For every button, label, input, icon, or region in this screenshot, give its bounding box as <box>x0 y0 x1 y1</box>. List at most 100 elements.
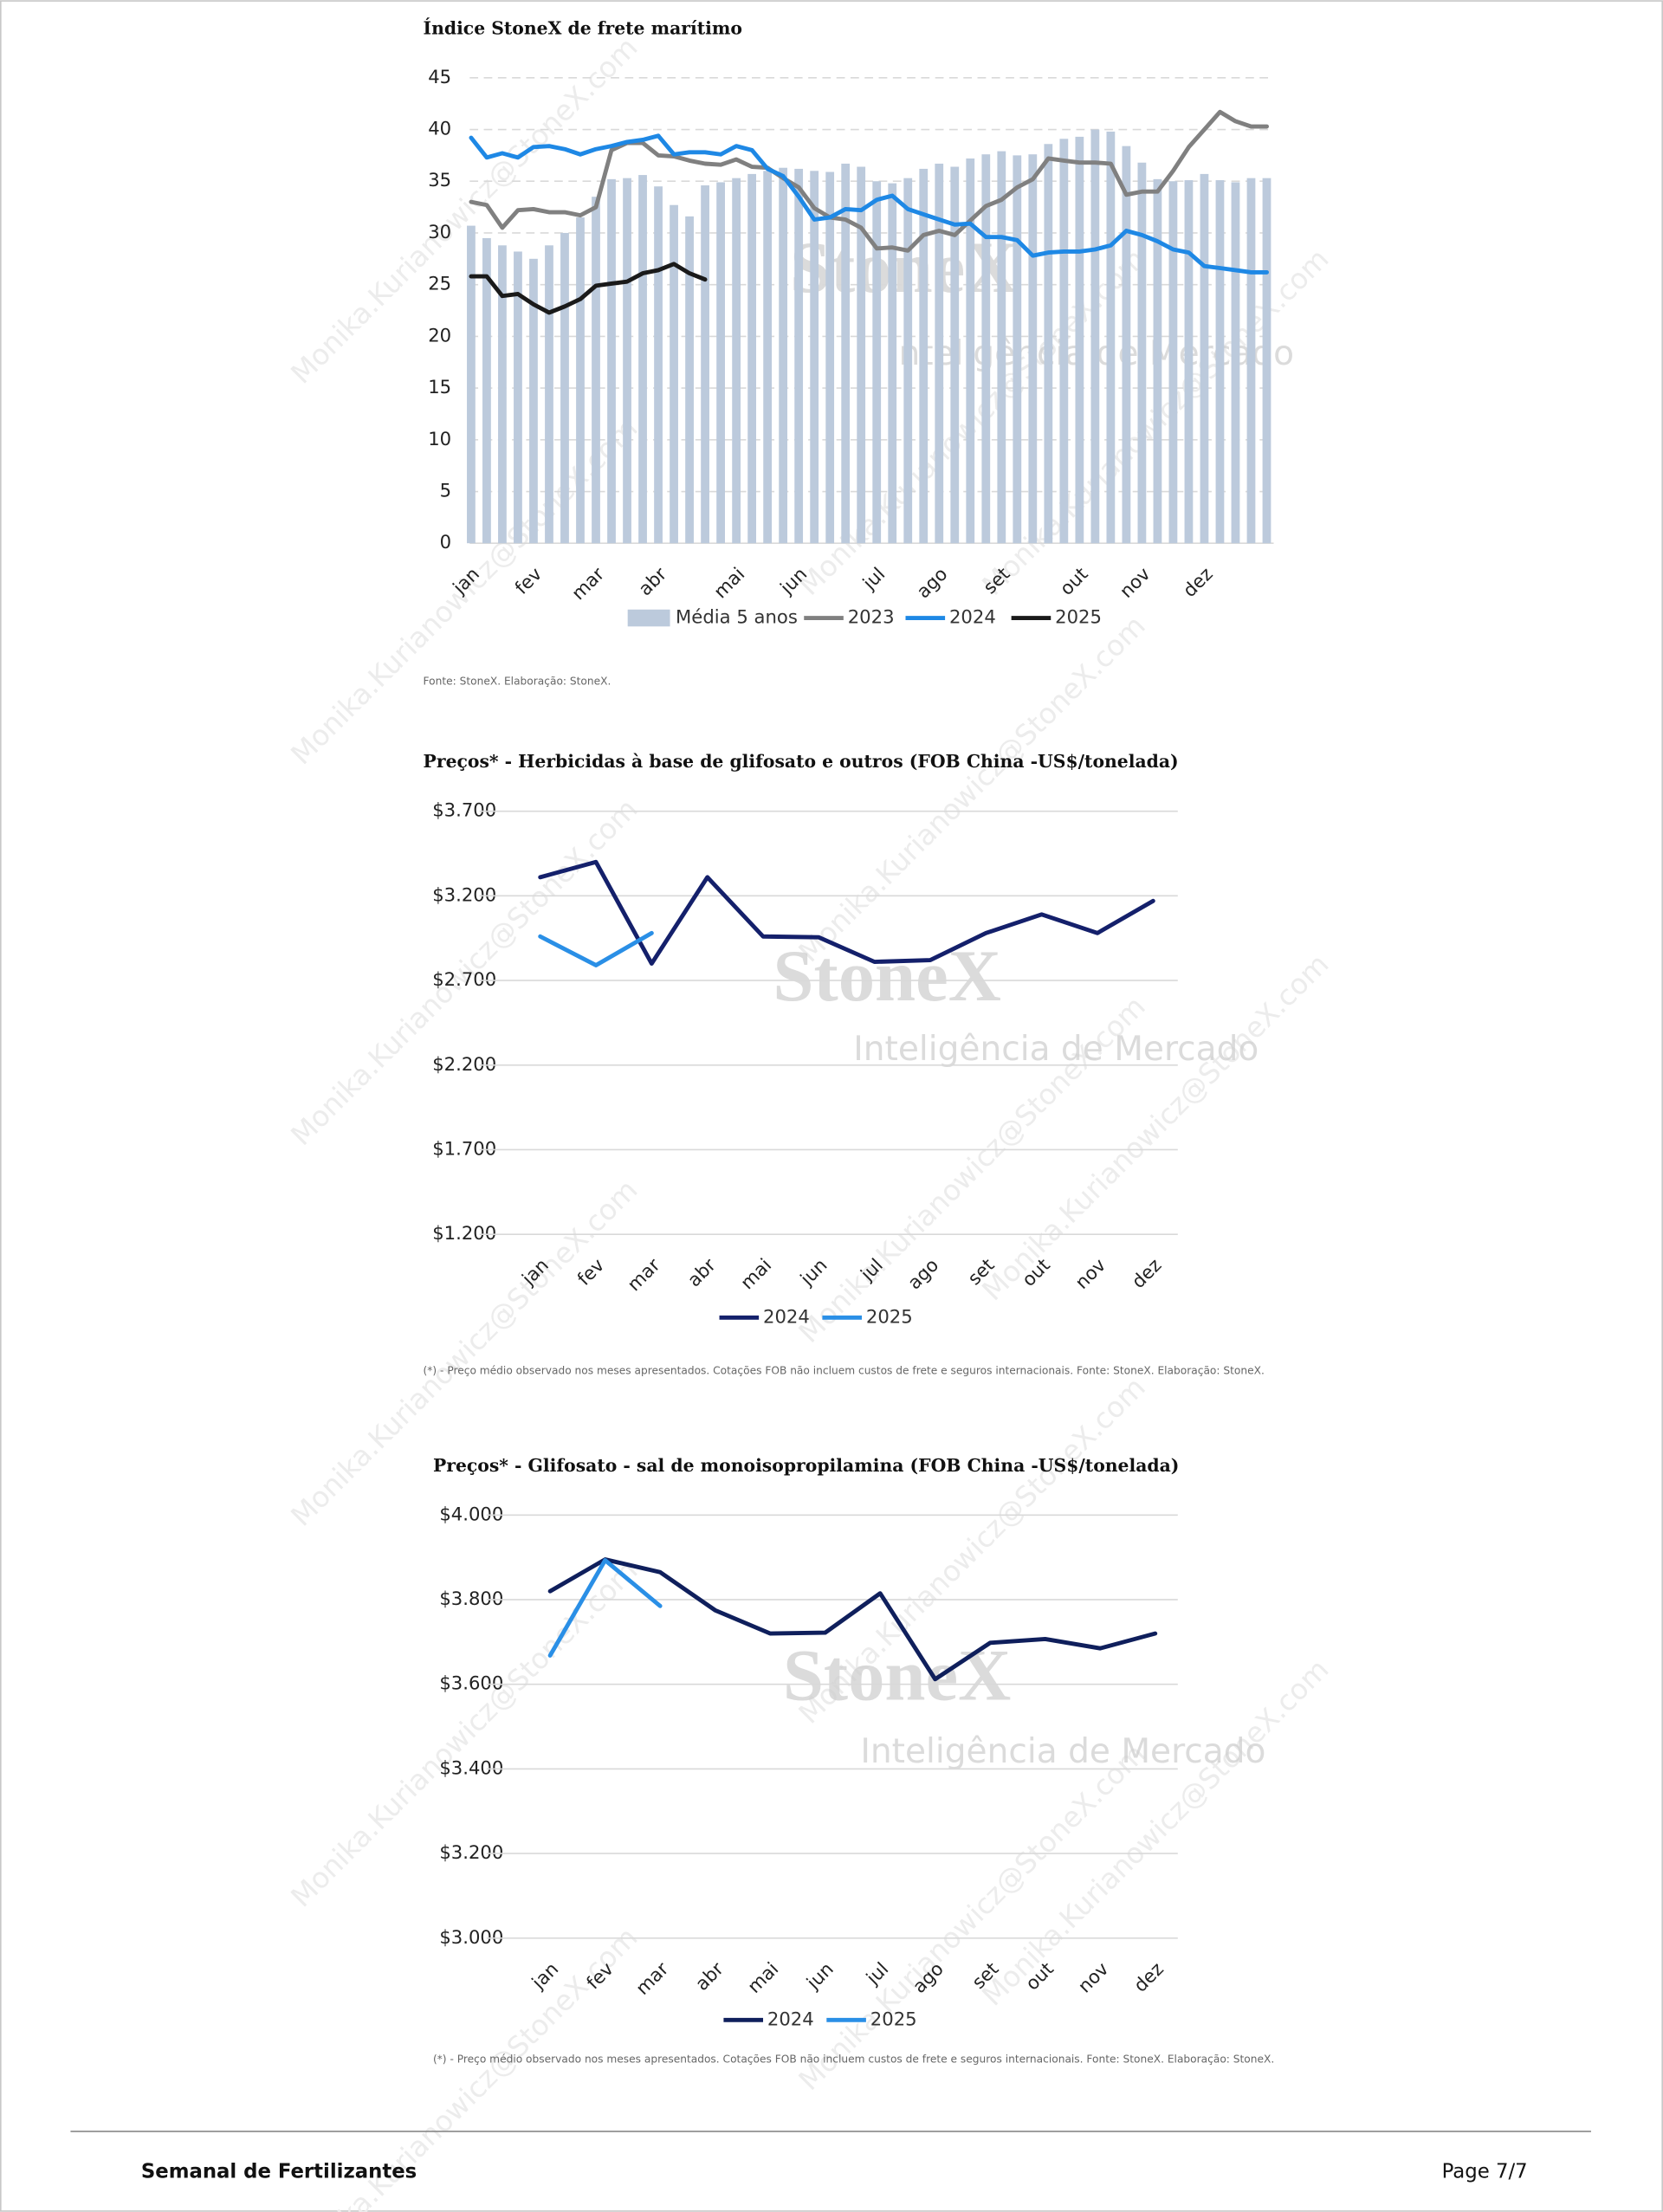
bar <box>810 171 819 544</box>
watermark-brand: StoneX <box>783 1635 1011 1716</box>
chart-title: Preços* - Glifosato - sal de monoisoprop… <box>433 1455 1180 1476</box>
line-series <box>469 262 708 315</box>
chart-title: Preços* - Herbicidas à base de glifosato… <box>424 751 1179 772</box>
legend-label: 2023 <box>848 606 895 628</box>
bar <box>1137 162 1147 544</box>
bar <box>732 178 741 544</box>
y-tick-label: 5 <box>440 480 451 501</box>
y-tick-label: 15 <box>428 376 451 398</box>
bar <box>623 178 631 544</box>
y-tick-label: 35 <box>428 169 451 191</box>
bar <box>1075 136 1084 544</box>
y-tick-label: $3.200 <box>432 883 496 905</box>
line-series <box>547 1558 663 1658</box>
bar <box>467 225 476 544</box>
bar <box>997 151 1006 544</box>
bar <box>670 204 678 544</box>
source-note: (*) - Preço médio observado nos meses ap… <box>424 1365 1265 1377</box>
bar <box>1184 180 1194 544</box>
bar <box>1215 180 1225 544</box>
bar <box>747 173 757 544</box>
y-tick-label: $2.200 <box>432 1053 496 1075</box>
bar <box>857 166 866 544</box>
bar <box>981 154 991 544</box>
bar <box>638 175 647 544</box>
y-tick-label: $1.700 <box>432 1137 496 1159</box>
chart: Índice StoneX de frete marítimoStoneXInt… <box>424 17 1294 687</box>
bar <box>1122 146 1131 544</box>
bar <box>1013 155 1022 544</box>
bar <box>841 163 851 544</box>
line-series <box>538 930 654 967</box>
y-tick-label: $1.200 <box>432 1222 496 1244</box>
line-series <box>469 133 1269 275</box>
y-tick-label: $2.700 <box>432 968 496 990</box>
bar <box>779 167 788 544</box>
bar <box>607 178 616 544</box>
bar <box>482 237 491 544</box>
footer-right: Page 7/7 <box>1442 2161 1528 2183</box>
bar <box>545 245 553 544</box>
y-tick-label: $4.000 <box>439 1503 503 1524</box>
y-tick-label: 20 <box>428 324 451 346</box>
bar <box>1168 181 1178 544</box>
bar <box>1106 131 1116 544</box>
bar <box>1153 178 1162 544</box>
bar <box>592 197 600 544</box>
line-series <box>469 109 1269 253</box>
bar <box>950 166 960 544</box>
bar <box>1059 139 1069 544</box>
bar <box>576 217 585 544</box>
bar <box>1090 129 1100 544</box>
bar <box>498 245 507 544</box>
bar <box>716 182 725 544</box>
bar <box>654 186 663 544</box>
bar <box>888 183 897 544</box>
legend-label: 2024 <box>949 606 996 628</box>
watermark-tagline: Inteligência de Mercado <box>860 1732 1265 1771</box>
bar <box>919 168 929 544</box>
y-tick-label: 45 <box>428 66 451 87</box>
y-tick-label: $3.400 <box>439 1756 503 1778</box>
y-tick-label: $3.000 <box>439 1926 503 1948</box>
line-series <box>538 859 1155 966</box>
legend-label: 2025 <box>1055 606 1102 628</box>
bar <box>1262 178 1272 544</box>
bar <box>529 258 538 544</box>
y-tick-label: 40 <box>428 118 451 139</box>
bar <box>1231 182 1240 544</box>
legend-label: 2025 <box>870 2008 917 2029</box>
y-tick-label: $3.800 <box>439 1588 503 1609</box>
legend-label: 2025 <box>866 1305 913 1327</box>
chart: Preços* - Herbicidas à base de glifosato… <box>424 751 1265 1376</box>
bar <box>872 181 882 544</box>
bar <box>966 158 975 544</box>
footer-left: Semanal de Fertilizantes <box>141 2161 417 2183</box>
source-note: (*) - Preço médio observado nos meses ap… <box>433 2053 1274 2065</box>
bar <box>685 216 694 544</box>
bar <box>825 171 835 544</box>
bar <box>1246 178 1256 544</box>
bar <box>1028 154 1038 544</box>
source-note: Fonte: StoneX. Elaboração: StoneX. <box>424 675 611 687</box>
legend-label: Média 5 anos <box>676 606 798 628</box>
bar <box>903 178 913 544</box>
legend-label: 2024 <box>763 1305 810 1327</box>
y-tick-label: $3.200 <box>439 1841 503 1863</box>
y-tick-label: 10 <box>428 428 451 450</box>
legend-label: 2024 <box>767 2008 814 2029</box>
line-series <box>547 1557 1158 1682</box>
y-tick-label: $3.600 <box>439 1672 503 1694</box>
bar <box>935 163 944 544</box>
chart-title: Índice StoneX de frete marítimo <box>424 17 742 38</box>
y-tick-label: 0 <box>440 531 451 553</box>
bar <box>560 232 569 544</box>
watermark-tagline: Inteligência de Mercado <box>853 1030 1259 1069</box>
legend-swatch <box>627 609 670 627</box>
bar <box>701 185 709 544</box>
bar <box>1044 144 1053 544</box>
bar <box>763 171 773 544</box>
bar <box>794 168 804 544</box>
